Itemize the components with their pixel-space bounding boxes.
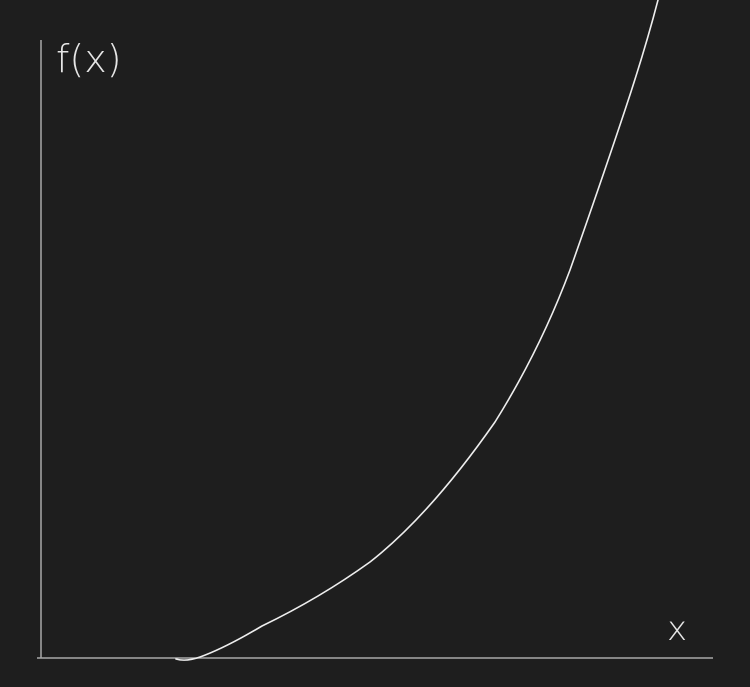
curve xyxy=(175,0,659,661)
y-axis-label: f(x) xyxy=(56,37,122,81)
x-axis-label: x xyxy=(667,609,687,649)
